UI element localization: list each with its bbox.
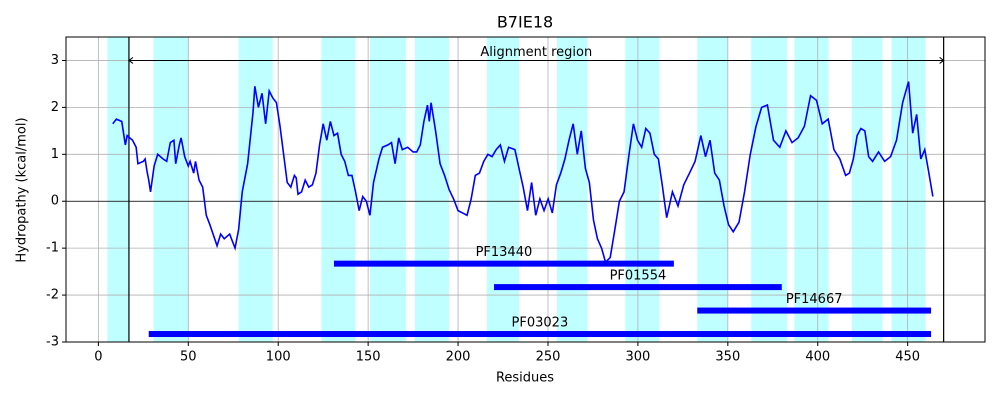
y-tick-label: -2 [46, 288, 59, 303]
x-tick-label: 0 [94, 350, 102, 365]
x-tick-label: 150 [356, 350, 381, 365]
x-tick-label: 250 [536, 350, 561, 365]
chart-title: B7IE18 [497, 13, 553, 32]
highlight-span [107, 37, 129, 342]
highlight-span [794, 37, 829, 342]
highlight-span [556, 37, 588, 342]
domain-label: PF14667 [786, 292, 843, 307]
domain-label: PF01554 [610, 269, 667, 284]
domain-label: PF13440 [476, 245, 533, 260]
domain-label: PF03023 [512, 316, 569, 331]
highlight-span [321, 37, 356, 342]
highlight-span [414, 37, 450, 342]
x-axis-label: Residues [496, 371, 554, 386]
highlight-span [851, 37, 883, 342]
highlight-span [697, 37, 728, 342]
x-tick-label: 50 [180, 350, 197, 365]
annotation-label: Alignment region [480, 45, 592, 60]
y-tick-label: -1 [46, 241, 59, 256]
y-tick-label: -3 [46, 335, 59, 350]
x-tick-label: 400 [805, 350, 830, 365]
domain-bar [494, 284, 782, 291]
x-tick-label: 100 [266, 350, 291, 365]
y-tick-label: 0 [51, 194, 59, 209]
y-tick-label: 3 [51, 53, 59, 68]
plot-frame [65, 36, 986, 343]
highlight-span [238, 37, 273, 342]
highlight-span [153, 37, 189, 342]
x-tick-label: 350 [715, 350, 740, 365]
y-tick-label: 1 [51, 147, 59, 162]
y-tick-label: 2 [51, 100, 59, 115]
domain-bar [333, 260, 674, 267]
x-tick-label: 300 [625, 350, 650, 365]
domain-bar [148, 331, 932, 338]
highlight-span [625, 37, 660, 342]
hydropathy-line [112, 81, 934, 264]
highlight-span [369, 37, 406, 342]
highlight-span [751, 37, 788, 342]
x-tick-label: 200 [446, 350, 471, 365]
x-tick-label: 450 [895, 350, 920, 365]
highlight-span [486, 37, 520, 342]
domain-bar [697, 307, 932, 314]
y-axis-label: Hydropathy (kcal/mol) [15, 117, 30, 262]
